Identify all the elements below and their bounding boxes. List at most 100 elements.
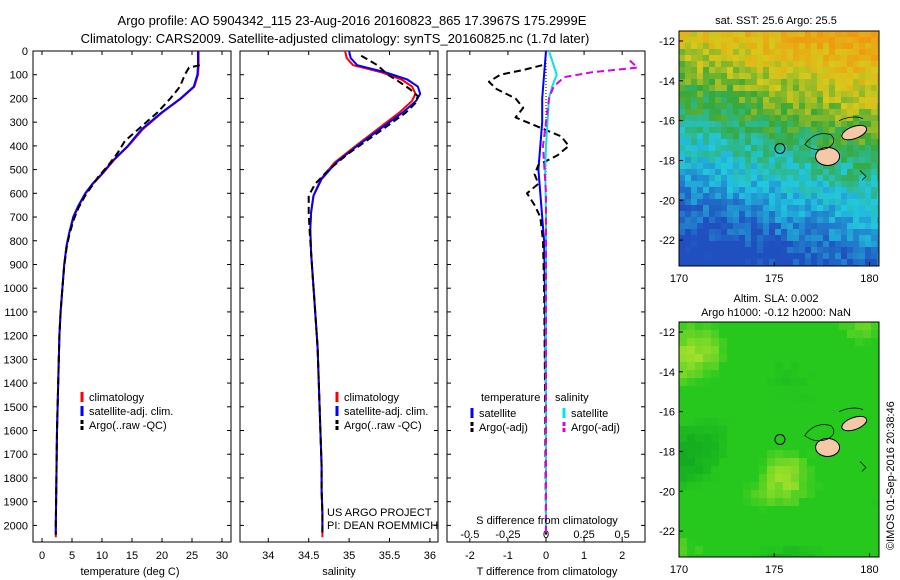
salinity-axes-frame [239,50,439,543]
y-tick-label: 1600 [4,426,28,438]
y-tick-label: -18 [659,446,675,458]
sla-map-title: Altim. SLA: 0.002 [734,293,819,305]
y-tick-label: -16 [659,407,675,419]
legend-label: Argo(-adj) [479,422,528,434]
legend-label: climatology [344,392,400,404]
salinity-ticks: 34 34.5 35 35.5 36 [240,50,438,562]
y-tick-label: 1300 [4,354,28,366]
y-tick-label: 400 [10,141,28,153]
y-tick-label: 500 [10,165,28,177]
x-tick-label: 30 [216,550,228,562]
x-tick-label: 34.5 [298,550,319,562]
x-tick-label: 0 [543,550,549,562]
y-tick-label: 200 [10,93,28,105]
legend-label: Argo(-adj) [571,422,620,434]
sla-map-frame [678,321,880,558]
y-tick-label: -14 [659,76,675,88]
legend-label: satellite-adj. clim. [344,406,428,418]
sst-map-title: sat. SST: 25.6 Argo: 25.5 [715,15,837,27]
x-tick-label: 25 [186,550,198,562]
legend-label: satellite-adj. clim. [89,406,173,418]
series-line-argo [54,64,201,535]
salinity-xlabel: salinity [322,566,356,578]
y-tick-label: -20 [659,195,675,207]
difference-legend: temperature salinity satellite Argo(-adj) sa… [470,392,620,434]
imos-credit: ©IMOS 01-Sep-2016 20:38:46 [885,401,897,550]
sla-map-land [804,407,868,472]
legend-label: Argo(..raw -QC) [89,420,167,432]
difference-xlabel-top: S difference from climatology [476,515,618,527]
y-tick-label: 1100 [4,307,28,319]
y-tick-label: -12 [659,327,675,339]
y-tick-label: 1400 [4,378,28,390]
island-vanua-levu [841,124,868,141]
sst-map-frame [678,30,880,267]
y-tick-label: 1000 [4,283,28,295]
sla-map: 170 175 180 -12 -14 -16 -18 -20 -22 [659,321,880,576]
x-tick-label: -1 [503,550,513,562]
y-tick-label: 1700 [4,449,28,461]
top-x-tick-label: 0.5 [615,529,630,541]
x-tick-label: 35.5 [379,550,400,562]
island-vanua-levu [841,415,868,432]
x-tick-label: 36 [424,550,436,562]
y-tick-label: -20 [659,486,675,498]
y-tick-label: 900 [10,259,28,271]
temperature-xlabel: temperature (deg C) [80,566,179,578]
island-viti-levu [815,437,841,457]
sla-map-cells [679,322,879,557]
y-tick-label: 2000 [4,520,28,532]
sla-map-subtitle: Argo h1000: -0.12 h2000: NaN [701,307,851,319]
x-tick-label: 180 [860,564,878,576]
salinity-panel: 34 34.5 35 35.5 36 salinity climatology satel… [239,50,439,578]
legend-label: climatology [89,392,145,404]
legend-label: satellite [479,408,516,420]
top-x-tick-label: -0.25 [495,529,520,541]
y-tick-label: -22 [659,235,675,247]
reef-outline [838,407,867,472]
island-viti-levu [815,146,841,166]
y-tick-label: 100 [10,70,28,82]
pi-label: PI: DEAN ROEMMICH [327,520,438,532]
series-line-t-argo [487,64,570,535]
x-tick-label: 170 [670,564,688,576]
y-tick-label: -14 [659,367,675,379]
reef-outline [838,116,867,181]
temperature-lines [54,51,201,538]
legend-title-temperature: temperature [481,392,540,404]
x-tick-label: 0 [39,550,45,562]
x-tick-label: 35 [343,550,355,562]
argo-position-marker [774,434,786,445]
figure-title-line-1: Argo profile: AO 5904342_115 23-Aug-2016… [118,13,587,28]
x-tick-label: 1 [581,550,587,562]
y-tick-label: 1200 [4,331,28,343]
sst-map-panel: sat. SST: 25.6 Argo: 25.5 170 175 180 -12 -1… [659,15,880,285]
y-tick-label: 300 [10,117,28,129]
top-x-tick-label: -0.5 [460,529,479,541]
y-tick-label: -12 [659,36,675,48]
sla-map-panel: Altim. SLA: 0.002 Argo h1000: -0.12 h200… [659,293,880,576]
x-tick-label: 34 [262,550,274,562]
x-tick-label: 2 [619,550,625,562]
x-tick-label: 180 [860,273,878,285]
sst-map-land [804,116,868,181]
y-tick-label: -18 [659,155,675,167]
temperature-ticks: 0100200300400500600700800900100011001200… [4,46,231,562]
legend-title-salinity: salinity [555,392,589,404]
y-tick-label: 700 [10,212,28,224]
y-tick-label: 800 [10,236,28,248]
series-line-argo [307,54,419,535]
x-tick-label: -2 [465,550,475,562]
x-tick-label: 175 [765,564,783,576]
x-tick-label: 15 [126,550,138,562]
y-tick-label: 1900 [4,497,28,509]
temperature-panel: 0100200300400500600700800900100011001200… [4,46,232,578]
temperature-legend: climatology satellite-adj. clim. Argo(..ra… [80,392,173,432]
project-label: US ARGO PROJECT [327,507,432,519]
x-tick-label: 5 [69,550,75,562]
y-tick-label: -16 [659,116,675,128]
y-tick-label: 1500 [4,402,28,414]
